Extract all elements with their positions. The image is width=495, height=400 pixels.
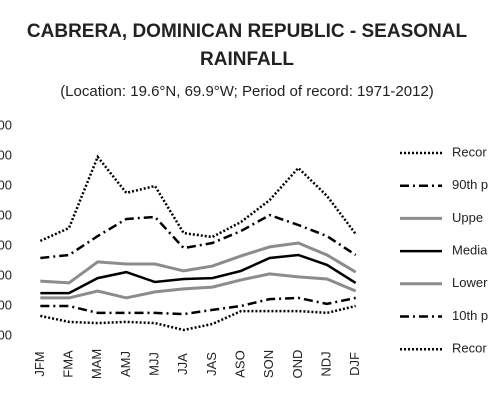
legend-label: Recor: [452, 341, 487, 356]
legend-label: Media: [452, 243, 488, 258]
y-tick-label: 400: [0, 237, 12, 252]
chart-title: CABRERA, DOMINICAN REPUBLIC - SEASONAL: [27, 21, 468, 42]
x-tick-label: JFM: [32, 351, 47, 376]
data-line: [39, 154, 357, 243]
x-tick-label: NDJ: [318, 351, 333, 376]
x-tick-label: SON: [261, 350, 276, 378]
x-tick-label: DJF: [347, 352, 362, 376]
x-tick-label: JJA: [175, 353, 190, 375]
x-tick-label: MJJ: [146, 352, 161, 376]
data-line: [40, 296, 356, 316]
x-tick-label: FMA: [60, 350, 75, 378]
data-line: [40, 241, 357, 285]
data-line: [40, 213, 357, 260]
y-tick-label: 200: [0, 297, 12, 312]
legend-label: Lower: [452, 275, 488, 290]
legend-label: Uppe: [452, 210, 483, 225]
y-tick-label: 700: [0, 147, 12, 162]
x-tick-label: OND: [290, 350, 305, 379]
data-line: [40, 304, 356, 332]
legend-label: 90th p: [452, 177, 488, 192]
x-tick-label: AMJ: [118, 351, 133, 377]
x-tick-label: MAM: [89, 349, 104, 379]
y-tick-label: 800: [0, 117, 12, 132]
y-tick-label: 500: [0, 207, 12, 222]
data-line: [40, 253, 357, 295]
chart-title: RAINFALL: [200, 49, 294, 70]
y-tick-label: 600: [0, 177, 12, 192]
y-tick-label: 300: [0, 267, 12, 282]
legend-label: Recor: [452, 144, 487, 159]
data-line: [40, 272, 357, 300]
chart-subtitle: (Location: 19.6°N, 69.9°W; Period of rec…: [60, 83, 434, 100]
x-tick-label: ASO: [232, 350, 247, 377]
legend-label: 10th p: [452, 308, 488, 323]
x-tick-label: JAS: [204, 352, 219, 376]
y-tick-label: 100: [0, 327, 12, 342]
